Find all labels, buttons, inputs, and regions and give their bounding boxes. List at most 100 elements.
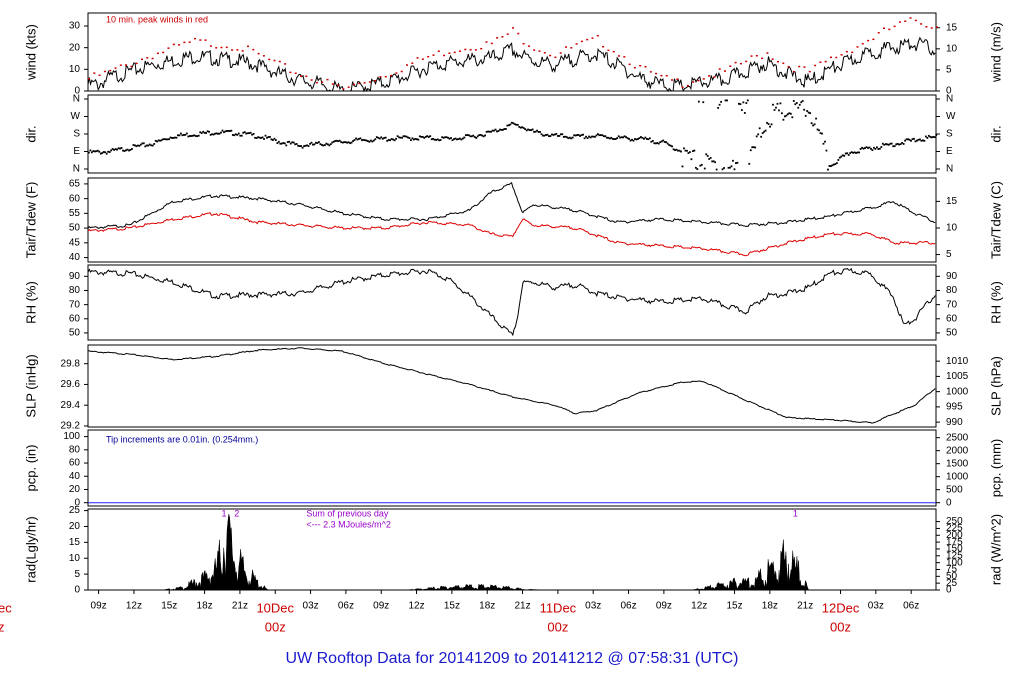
wind-peak-mark [464,48,467,51]
dir-point [757,133,760,136]
dir-point [101,152,104,154]
wind-peak-mark [252,48,255,51]
wind-peak-mark [798,65,801,68]
dir-point [340,141,343,143]
dir-point [637,138,639,140]
dir-point [788,112,791,115]
dir-point [334,140,337,142]
x-day-label: 11Dec [540,600,577,615]
dir-point [200,132,203,135]
dir-point [187,135,190,138]
pcp-ytick-label-left: 80 [69,444,81,455]
wind-ytick-label-left: 10 [69,64,81,75]
pcp-ytick-label-left: 60 [69,458,81,469]
dir-point [568,136,571,139]
chart-title: UW Rooftop Data for 20141209 to 20141212… [285,650,739,667]
dir-point [656,142,659,144]
dir-point [417,138,420,141]
dir-point [469,135,472,138]
wind-peak-mark [326,78,329,81]
wind-peak-mark [676,78,679,80]
dir-point [723,167,725,169]
wind-peak-mark [247,45,249,48]
wind-peak-mark [469,49,472,51]
rad-peak-label: 2 [234,508,239,518]
slp-ytick-label-left: 29.6 [61,379,81,390]
wind-peak-mark [914,19,917,22]
dir-point [153,143,156,145]
temp-ytick-label-left: 40 [69,252,81,263]
dir-point [697,100,700,103]
dir-point [717,106,720,109]
dir-point [491,129,494,132]
dir-point [694,166,697,169]
wind-peak-mark [861,42,864,45]
dir-point [537,131,540,133]
dir-point [456,138,458,141]
dir-point [470,135,473,138]
dir-point [843,154,846,157]
dir-point [732,159,734,162]
wind-peak-mark [734,61,737,64]
dir-point [139,143,142,146]
dir-point [803,108,806,111]
rad-area [88,513,936,591]
dir-point [800,101,803,104]
dir-point [816,128,819,131]
dir-point [98,150,101,153]
dir-point [423,136,426,139]
dir-point [812,124,814,127]
dir-point [896,142,899,145]
dir-point [781,112,783,115]
pcp-ytick-label-left: 40 [69,471,81,482]
wind-peak-mark [474,49,477,51]
dir-point [595,134,598,137]
dir-point [519,126,522,129]
dir-point [390,138,393,140]
dir-point [729,166,731,169]
x-day-sub-label: 00z [830,619,851,634]
dir-point [864,147,866,149]
wind-peak-mark [342,88,345,90]
dir-point [116,148,118,151]
x-tick-label: 15z [161,601,177,612]
dir-point [180,132,182,135]
dir-point [922,139,924,142]
dir-point [871,149,874,152]
wind-peak-mark [586,38,589,41]
dir-point [720,100,722,103]
wind-speed-line [87,36,936,93]
wind-peak-mark [236,49,239,51]
dir-point [792,100,795,102]
dir-point [880,146,883,148]
wind-peak-mark [93,72,96,74]
dir-point [89,149,92,152]
pcp-ytick-label-right: 500 [946,484,963,495]
wind-peak-mark [331,83,334,85]
dir-point [696,168,699,171]
dir-point [712,160,715,163]
dir-point [625,136,628,139]
wind-peak-mark [172,43,175,46]
dir-point [516,123,519,126]
rad-ytick-label-left: 0 [74,585,80,596]
dir-point [349,142,351,145]
dir-point [395,137,397,140]
wind-peak-mark [893,25,896,28]
pcp-ytick-label-left: 0 [74,497,80,508]
dir-point [659,141,662,144]
wind-peak-mark [898,21,901,23]
slp-ytick-label-left: 29.2 [61,421,81,432]
dir-point [874,147,877,150]
dir-point [267,136,270,138]
wind-peak-mark [872,38,875,41]
rh-ylabel-left: RH (%) [23,281,38,324]
dir-point [662,139,665,142]
wind-peak-mark [501,36,504,38]
wind-peak-mark [777,60,779,63]
dir-point [769,125,771,128]
wind-frame [87,12,937,92]
dir-point [297,144,300,147]
dir-point [424,135,427,138]
wind-peak-mark [851,51,854,54]
